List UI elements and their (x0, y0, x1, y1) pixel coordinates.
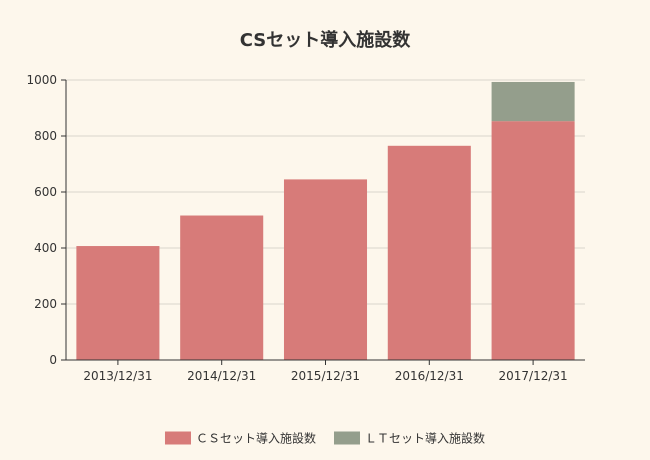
x-tick-label: 2015/12/31 (291, 369, 360, 383)
bar-cs-2017/12/31 (491, 121, 575, 360)
x-tick-label: 2014/12/31 (187, 369, 256, 383)
legend-item-lt[interactable]: ＬＴセット導入施設数 (334, 431, 485, 446)
y-tick-label: 1000 (26, 73, 57, 87)
axes: 0 200 400 600 800 1000 2013/12/31 2014/12/31 201… (26, 73, 585, 383)
legend-swatch (334, 431, 360, 445)
bar-cs-2016/12/31 (387, 145, 471, 360)
chart-title: CSセット導入施設数 (240, 29, 412, 51)
bar-cs-2014/12/31 (180, 215, 264, 360)
bar-cs-2015/12/31 (283, 179, 368, 360)
y-tick-label: 400 (34, 241, 57, 255)
x-tick-label: 2017/12/31 (499, 369, 568, 383)
legend-swatch (164, 431, 191, 445)
y-tick-label: 600 (34, 185, 57, 199)
x-tick-label: 2013/12/31 (83, 369, 152, 383)
legend-item-cs[interactable]: ＣＳセット導入施設数 (164, 431, 316, 446)
legend-label: ＬＴセット導入施設数 (365, 431, 485, 446)
bar-lt-2017/12/31 (491, 81, 575, 122)
legend: ＣＳセット導入施設数 ＬＴセット導入施設数 (164, 431, 485, 446)
y-tick-label: 0 (49, 353, 57, 367)
x-tick-label: 2016/12/31 (395, 369, 464, 383)
y-tick-label: 800 (34, 129, 57, 143)
bars (76, 81, 575, 360)
bar-cs-2013/12/31 (76, 246, 160, 360)
legend-label: ＣＳセット導入施設数 (196, 431, 316, 446)
y-tick-label: 200 (34, 297, 57, 311)
